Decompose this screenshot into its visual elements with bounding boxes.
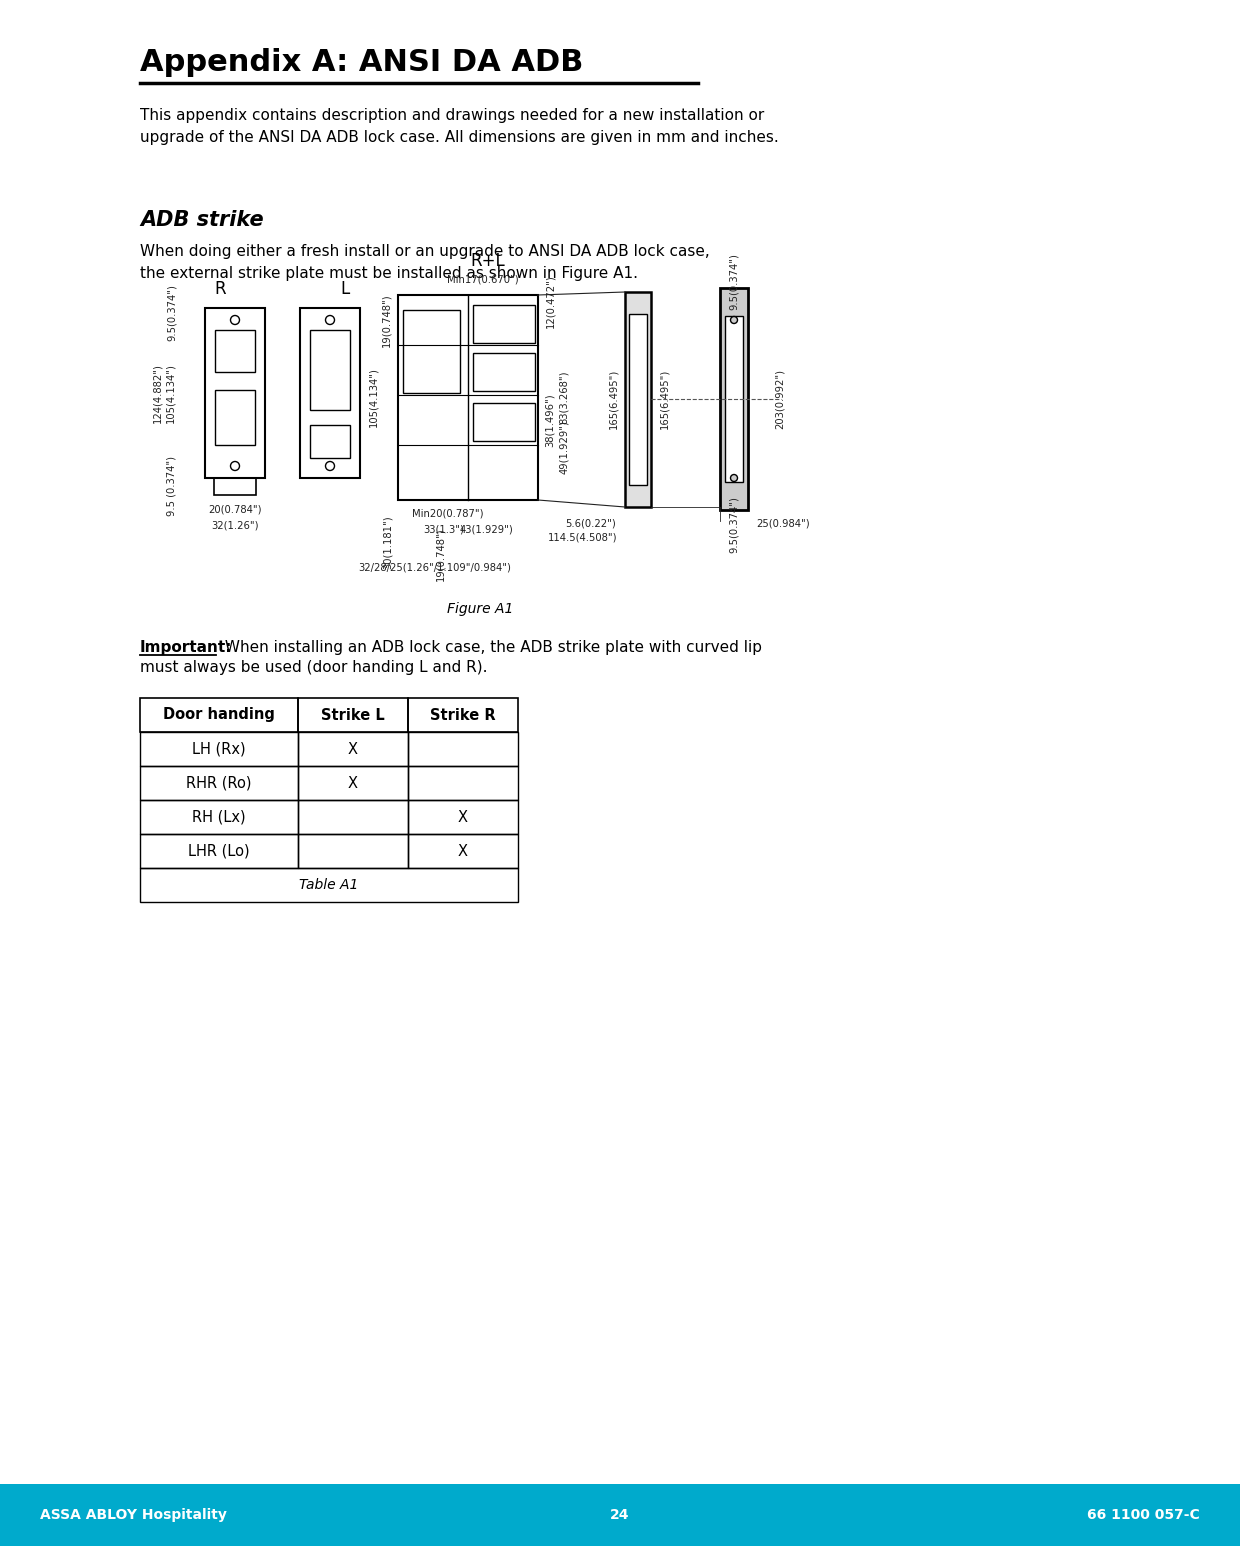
Text: When installing an ADB lock case, the ADB strike plate with curved lip: When installing an ADB lock case, the AD…	[219, 640, 763, 656]
Bar	[205, 308, 265, 478]
Text: 19(0.748"): 19(0.748")	[381, 294, 391, 346]
Text: R: R	[215, 280, 226, 298]
Bar	[310, 425, 350, 458]
Bar	[298, 833, 408, 867]
Bar	[629, 314, 647, 485]
Bar	[472, 305, 534, 343]
Text: 25(0.984"): 25(0.984")	[756, 519, 810, 529]
Text: X: X	[458, 810, 467, 824]
Bar	[298, 697, 408, 731]
Bar	[298, 731, 408, 765]
Bar	[140, 867, 518, 901]
Text: 32(1.26"): 32(1.26")	[211, 519, 259, 530]
Bar	[300, 308, 360, 478]
Text: R+L: R+L	[471, 252, 506, 271]
Text: X: X	[458, 844, 467, 858]
Text: 165(6.495"): 165(6.495")	[608, 369, 618, 430]
Text: 43(1.929"): 43(1.929")	[460, 524, 513, 533]
Text: 30(1.181"): 30(1.181")	[383, 515, 393, 569]
Text: Min17(0.670"): Min17(0.670")	[448, 275, 518, 284]
Bar	[408, 697, 518, 731]
Text: 38(1.496"): 38(1.496")	[546, 393, 556, 447]
Text: ADB strike: ADB strike	[140, 210, 264, 230]
Text: upgrade of the ANSI DA ADB lock case. All dimensions are given in mm and inches.: upgrade of the ANSI DA ADB lock case. Al…	[140, 130, 779, 145]
Text: LHR (Lo): LHR (Lo)	[188, 844, 249, 858]
Text: 165(6.495"): 165(6.495")	[658, 369, 670, 430]
Bar	[215, 390, 255, 445]
Text: RH (Lx): RH (Lx)	[192, 810, 246, 824]
Bar	[298, 765, 408, 799]
Text: 124(4.882"): 124(4.882")	[153, 363, 162, 424]
Text: 9.5(0.374"): 9.5(0.374")	[167, 284, 177, 342]
Text: This appendix contains description and drawings needed for a new installation or: This appendix contains description and d…	[140, 108, 764, 124]
Text: 33(1.3"): 33(1.3")	[423, 524, 464, 533]
Text: Important:: Important:	[140, 640, 233, 656]
Bar	[403, 311, 460, 393]
Bar	[140, 697, 298, 731]
Bar	[408, 765, 518, 799]
Text: X: X	[348, 742, 358, 756]
Bar	[140, 833, 298, 867]
Text: 203(0.992"): 203(0.992")	[775, 369, 785, 428]
Text: L: L	[340, 280, 350, 298]
Text: 32/28/25(1.26"/1.109"/0.984"): 32/28/25(1.26"/1.109"/0.984")	[358, 563, 511, 572]
Circle shape	[730, 317, 738, 323]
Bar	[408, 833, 518, 867]
Text: Table A1: Table A1	[299, 878, 358, 892]
Text: 114.5(4.508"): 114.5(4.508")	[548, 533, 618, 543]
Bar	[140, 731, 298, 765]
Text: Strike L: Strike L	[321, 708, 384, 722]
Bar	[625, 292, 651, 507]
Text: must always be used (door handing L and R).: must always be used (door handing L and …	[140, 660, 487, 676]
Bar	[298, 799, 408, 833]
Bar	[725, 315, 743, 482]
Text: 9.5 (0.374"): 9.5 (0.374")	[167, 456, 177, 516]
Text: LH (Rx): LH (Rx)	[192, 742, 246, 756]
Text: 66 1100 057-C: 66 1100 057-C	[1087, 1507, 1200, 1521]
Text: 5.6(0.22"): 5.6(0.22")	[565, 518, 616, 529]
Bar	[720, 288, 748, 510]
Text: 9.5(0.374"): 9.5(0.374")	[729, 496, 739, 553]
Bar	[215, 329, 255, 373]
Text: X: X	[348, 776, 358, 790]
Text: 105(4.134"): 105(4.134")	[368, 366, 378, 427]
Text: 9.5(0.374"): 9.5(0.374")	[729, 254, 739, 311]
Text: 19(0.748"): 19(0.748")	[435, 527, 445, 581]
Circle shape	[730, 475, 738, 481]
Text: 83(3.268"): 83(3.268")	[559, 369, 569, 424]
Text: ASSA ABLOY Hospitality: ASSA ABLOY Hospitality	[40, 1507, 227, 1521]
Bar	[0, 1484, 1240, 1546]
Text: 105(4.134"): 105(4.134")	[165, 363, 175, 424]
Text: 49(1.929"): 49(1.929")	[559, 421, 569, 475]
Text: Strike R: Strike R	[430, 708, 496, 722]
Text: Min20(0.787"): Min20(0.787")	[412, 509, 484, 519]
Text: 20(0.784"): 20(0.784")	[208, 506, 262, 515]
Text: 24: 24	[610, 1507, 630, 1521]
Bar	[310, 329, 350, 410]
Bar	[140, 799, 298, 833]
Text: Figure A1: Figure A1	[446, 601, 513, 615]
Text: 12(0.472"): 12(0.472")	[546, 274, 556, 328]
Text: the external strike plate must be installed as shown in Figure A1.: the external strike plate must be instal…	[140, 266, 639, 281]
Bar	[472, 352, 534, 391]
Bar	[472, 404, 534, 441]
Text: Door handing: Door handing	[164, 708, 275, 722]
Bar	[408, 799, 518, 833]
Text: Appendix A: ANSI DA ADB: Appendix A: ANSI DA ADB	[140, 48, 583, 77]
Bar	[408, 731, 518, 765]
Bar	[215, 478, 255, 495]
Bar	[398, 295, 538, 499]
Bar	[140, 765, 298, 799]
Text: RHR (Ro): RHR (Ro)	[186, 776, 252, 790]
Text: When doing either a fresh install or an upgrade to ANSI DA ADB lock case,: When doing either a fresh install or an …	[140, 244, 709, 260]
